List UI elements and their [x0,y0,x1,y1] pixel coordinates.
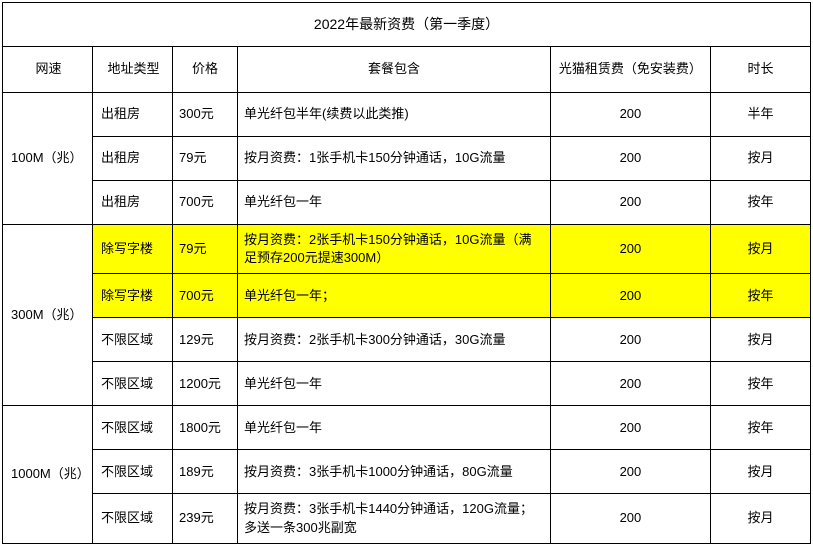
cell-dur: 按月 [710,225,810,274]
cell-mrent: 200 [550,274,710,318]
cell-mrent: 200 [550,494,710,543]
col-header-addr: 地址类型 [93,47,173,93]
cell-pack: 按月资费：2张手机卡300分钟通话，30G流量 [238,318,551,362]
cell-price: 79元 [173,225,238,274]
cell-addr: 不限区域 [93,406,173,450]
table-row: 300M（兆）除写字楼79元按月资费：2张手机卡150分钟通话，10G流量（满足… [3,225,811,274]
cell-price: 239元 [173,494,238,543]
cell-pack: 单光纤包一年 [238,406,551,450]
table-row: 出租房700元单光纤包一年200按年 [3,181,811,225]
col-header-dur: 时长 [710,47,810,93]
cell-addr: 不限区域 [93,450,173,494]
cell-speed: 1000M（兆） [3,406,93,543]
cell-price: 300元 [173,93,238,137]
cell-dur: 按月 [710,450,810,494]
cell-pack: 按月资费：3张手机卡1000分钟通话，80G流量 [238,450,551,494]
cell-addr: 出租房 [93,137,173,181]
cell-mrent: 200 [550,318,710,362]
cell-pack: 按月资费：2张手机卡150分钟通话，10G流量（满足预存200元提速300M） [238,225,551,274]
cell-speed: 300M（兆） [3,225,93,406]
cell-price: 1200元 [173,362,238,406]
cell-mrent: 200 [550,93,710,137]
cell-addr: 出租房 [93,93,173,137]
table-row: 除写字楼700元单光纤包一年；200按年 [3,274,811,318]
cell-pack: 单光纤包半年(续费以此类推) [238,93,551,137]
table-row: 1000M（兆）不限区域1800元单光纤包一年200按年 [3,406,811,450]
cell-pack: 按月资费：3张手机卡1440分钟通话，120G流量；多送一条300兆副宽 [238,494,551,543]
cell-addr: 除写字楼 [93,274,173,318]
table-body: 100M（兆）出租房300元单光纤包半年(续费以此类推)200半年出租房79元按… [3,93,811,544]
cell-price: 129元 [173,318,238,362]
col-header-mrent: 光猫租赁费（免安装费） [550,47,710,93]
cell-mrent: 200 [550,362,710,406]
table-row: 不限区域129元按月资费：2张手机卡300分钟通话，30G流量200按月 [3,318,811,362]
cell-dur: 按月 [710,137,810,181]
cell-mrent: 200 [550,406,710,450]
cell-price: 1800元 [173,406,238,450]
cell-dur: 按年 [710,181,810,225]
cell-price: 189元 [173,450,238,494]
cell-mrent: 200 [550,181,710,225]
cell-mrent: 200 [550,225,710,274]
table-title: 2022年最新资费（第一季度） [3,3,811,47]
cell-dur: 按年 [710,274,810,318]
cell-addr: 出租房 [93,181,173,225]
cell-dur: 按月 [710,318,810,362]
table-row: 不限区域1200元单光纤包一年200按年 [3,362,811,406]
col-header-speed: 网速 [3,47,93,93]
header-row: 网速 地址类型 价格 套餐包含 光猫租赁费（免安装费） 时长 [3,47,811,93]
cell-pack: 按月资费：1张手机卡150分钟通话，10G流量 [238,137,551,181]
cell-dur: 按年 [710,362,810,406]
table-row: 不限区域239元按月资费：3张手机卡1440分钟通话，120G流量；多送一条30… [3,494,811,543]
cell-dur: 按年 [710,406,810,450]
table-wrapper: 2022年最新资费（第一季度） 网速 地址类型 价格 套餐包含 光猫租赁费（免安… [0,0,813,541]
cell-addr: 不限区域 [93,362,173,406]
tariff-table: 2022年最新资费（第一季度） 网速 地址类型 价格 套餐包含 光猫租赁费（免安… [2,2,811,544]
cell-mrent: 200 [550,137,710,181]
cell-price: 79元 [173,137,238,181]
cell-pack: 单光纤包一年 [238,181,551,225]
col-header-pack: 套餐包含 [238,47,551,93]
cell-dur: 半年 [710,93,810,137]
cell-mrent: 200 [550,450,710,494]
title-row: 2022年最新资费（第一季度） [3,3,811,47]
cell-pack: 单光纤包一年 [238,362,551,406]
table-row: 出租房79元按月资费：1张手机卡150分钟通话，10G流量200按月 [3,137,811,181]
table-row: 不限区域189元按月资费：3张手机卡1000分钟通话，80G流量200按月 [3,450,811,494]
cell-pack: 单光纤包一年； [238,274,551,318]
cell-addr: 除写字楼 [93,225,173,274]
cell-addr: 不限区域 [93,318,173,362]
cell-dur: 按月 [710,494,810,543]
cell-speed: 100M（兆） [3,93,93,225]
cell-price: 700元 [173,181,238,225]
cell-price: 700元 [173,274,238,318]
cell-addr: 不限区域 [93,494,173,543]
table-row: 100M（兆）出租房300元单光纤包半年(续费以此类推)200半年 [3,93,811,137]
col-header-price: 价格 [173,47,238,93]
